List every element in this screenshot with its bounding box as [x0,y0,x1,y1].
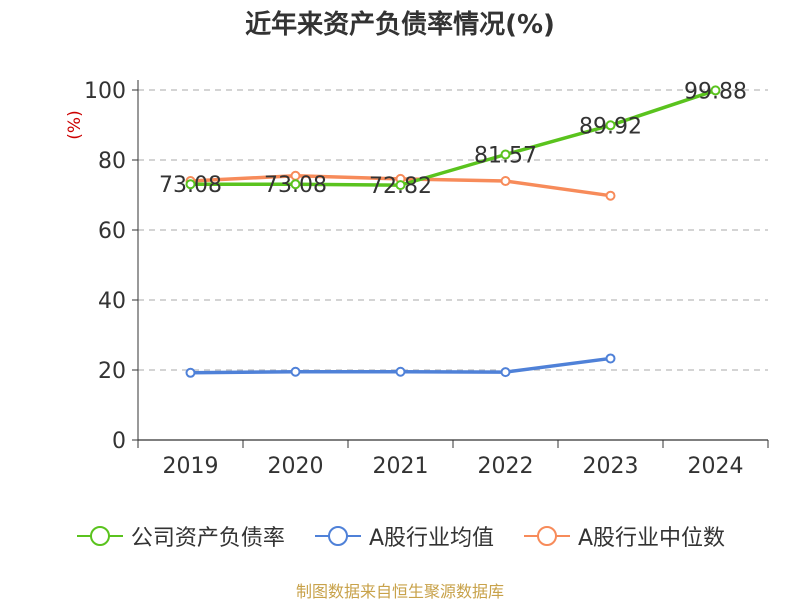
series-point [185,367,196,378]
legend-label: A股行业中位数 [578,526,726,551]
legend-item[interactable]: A股行业中位数 [522,520,725,552]
series-point [290,179,301,190]
legend-item[interactable]: A股行业均值 [313,520,494,552]
series-point [605,190,616,201]
grid-layer [138,89,768,371]
data-label: 73.08 [264,173,327,198]
legend-label: 公司资产负债率 [130,526,285,551]
y-tick-label: 80 [98,149,126,174]
series-point [395,180,406,191]
y-tick-label: 60 [98,219,126,244]
data-label: 81.57 [474,144,537,169]
series-point [290,366,301,377]
series-point [605,353,616,364]
source-text: 制图数据来自恒生聚源数据库 [295,582,504,601]
legend-marker-icon [524,526,570,546]
legend-marker-icon [76,526,123,546]
series-line [190,88,717,187]
data-label: 73.08 [159,173,222,198]
x-tick-label: 2022 [478,454,534,479]
series-point [500,367,511,378]
series-point [395,366,406,377]
series-point [605,120,616,131]
x-tick-label: 2020 [268,454,324,479]
legend-item[interactable]: 公司资产负债率 [75,520,285,552]
data-label: 99.88 [684,79,747,104]
x-tick-label: 2024 [688,454,744,479]
x-tick-label: 2023 [583,454,639,479]
x-tick-label: 2021 [373,454,429,479]
y-axis-label: (%) [65,110,85,139]
data-label: 72.82 [369,174,432,199]
y-tick-label: 20 [98,359,126,384]
legend: 公司资产负债率 A股行业均值 A股行业中位数 [0,520,800,552]
axis-layer: 0 20 40 60 80 100 (%) 2019 2020 2021 2022 2023 2024 [65,79,769,479]
label-layer: 73.08 73.08 72.82 81.57 89.92 99.88 [159,79,747,199]
chart-title: 近年来资产负债率情况(%) [245,10,555,40]
series-layer [185,85,721,378]
y-tick-label: 0 [112,429,126,454]
data-label: 89.92 [579,114,642,139]
x-tick-label: 2019 [163,454,219,479]
legend-label: A股行业均值 [368,526,494,551]
series-point [710,85,721,96]
legend-marker-icon [314,526,361,546]
series-point [500,176,511,186]
y-tick-label: 40 [98,289,126,314]
series-point [185,179,196,190]
series-point [500,149,511,160]
y-tick-label: 100 [84,79,126,104]
